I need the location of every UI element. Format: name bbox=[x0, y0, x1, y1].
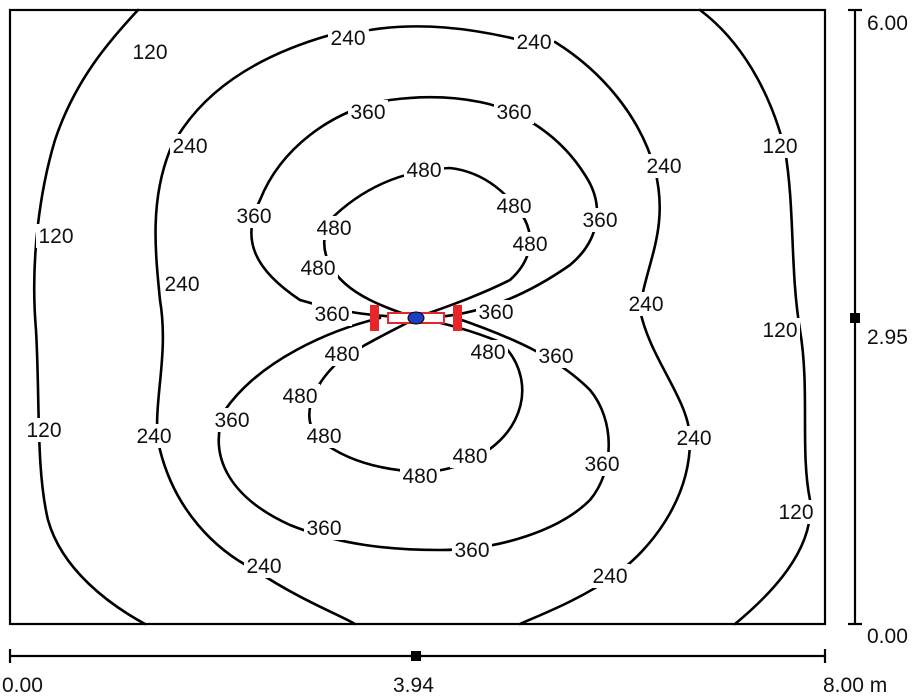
contour-label-bg bbox=[304, 516, 344, 540]
contour-480-upper bbox=[323, 166, 532, 320]
contour-label-bg bbox=[244, 554, 284, 578]
y-axis-marker bbox=[850, 313, 860, 323]
contour-label-bg bbox=[134, 424, 174, 448]
contour-label-bg bbox=[644, 154, 684, 178]
contour-label: 360 bbox=[314, 303, 349, 326]
contour-label: 240 bbox=[592, 565, 627, 588]
contour-label: 240 bbox=[516, 31, 551, 54]
y-tick-top: 6.00 bbox=[867, 12, 908, 35]
contour-label: 480 bbox=[512, 233, 547, 256]
contour-120-left bbox=[32, 8, 147, 626]
contour-label-bg bbox=[280, 384, 320, 408]
contour-label-bg bbox=[312, 302, 352, 326]
contour-label: 120 bbox=[762, 319, 797, 342]
contour-240-top bbox=[368, 25, 522, 42]
contour-label-bg bbox=[674, 426, 714, 450]
contour-label-bg bbox=[760, 134, 800, 158]
contour-label-bg bbox=[494, 100, 534, 124]
contour-360-ring bbox=[250, 95, 599, 320]
contour-label: 120 bbox=[38, 225, 73, 248]
contour-label-bg bbox=[452, 538, 492, 562]
contour-label-bg bbox=[24, 418, 64, 442]
contour-label-bg bbox=[400, 464, 440, 488]
contour-label-bg bbox=[476, 300, 516, 324]
contour-label-bg bbox=[298, 256, 338, 280]
contour-label-bg bbox=[582, 452, 622, 476]
luminaire-symbol bbox=[370, 305, 462, 331]
luminaire-end-right bbox=[453, 305, 462, 331]
contour-label: 480 bbox=[324, 343, 359, 366]
contour-labels: 120 240 240 360 360 240 480 120 240 360 480 360 120 4… bbox=[24, 26, 816, 588]
contour-label-bg bbox=[450, 444, 490, 468]
contour-label-bg bbox=[404, 158, 444, 182]
contour-label-bg bbox=[514, 30, 554, 54]
contour-label: 120 bbox=[132, 41, 167, 64]
contour-label: 360 bbox=[236, 205, 271, 228]
contour-label-bg bbox=[170, 134, 210, 158]
contour-120-right bbox=[698, 8, 812, 626]
contour-label: 480 bbox=[282, 385, 317, 408]
contour-label: 360 bbox=[214, 409, 249, 432]
contour-label: 240 bbox=[246, 555, 281, 578]
contour-label: 240 bbox=[628, 293, 663, 316]
contour-label: 360 bbox=[582, 209, 617, 232]
contour-label: 240 bbox=[646, 155, 681, 178]
contour-label: 480 bbox=[402, 465, 437, 488]
contour-label: 120 bbox=[762, 135, 797, 158]
contour-label: 360 bbox=[584, 453, 619, 476]
contour-label-bg bbox=[304, 424, 344, 448]
contour-label-bg bbox=[348, 100, 388, 124]
contour-label: 360 bbox=[454, 539, 489, 562]
x-tick-mid: 3.94 bbox=[393, 674, 434, 696]
contour-label: 240 bbox=[164, 273, 199, 296]
contour-label: 480 bbox=[300, 257, 335, 280]
contour-label-bg bbox=[760, 318, 800, 342]
contour-label: 360 bbox=[478, 301, 513, 324]
y-tick-mid: 2.95 bbox=[867, 326, 908, 349]
contour-label: 480 bbox=[316, 217, 351, 240]
y-axis: 6.00 2.95 0.00 bbox=[848, 8, 908, 648]
contour-label-bg bbox=[776, 500, 816, 524]
contour-label-bg bbox=[328, 26, 368, 50]
contour-label-bg bbox=[162, 272, 202, 296]
luminaire-center-icon bbox=[407, 311, 425, 325]
x-tick-right: 8.00 m bbox=[823, 674, 887, 696]
contour-label-bg bbox=[212, 408, 252, 432]
contour-label: 240 bbox=[676, 427, 711, 450]
contour-label-bg bbox=[36, 224, 76, 248]
contour-label: 240 bbox=[136, 425, 171, 448]
contour-label: 240 bbox=[330, 27, 365, 50]
contour-label-bg bbox=[494, 194, 534, 218]
contour-label-bg bbox=[580, 208, 620, 232]
contour-label: 240 bbox=[172, 135, 207, 158]
contour-label: 480 bbox=[496, 195, 531, 218]
contour-label: 120 bbox=[26, 419, 61, 442]
y-tick-bottom: 0.00 bbox=[867, 625, 908, 648]
contour-label: 360 bbox=[350, 101, 385, 124]
contour-label: 480 bbox=[452, 445, 487, 468]
contour-label: 480 bbox=[306, 425, 341, 448]
contour-label-bg bbox=[234, 204, 274, 228]
x-axis: 0.00 3.94 8.00 m bbox=[2, 649, 887, 696]
contour-label: 120 bbox=[778, 501, 813, 524]
contour-label-bg bbox=[510, 232, 550, 256]
contour-label: 480 bbox=[406, 159, 441, 182]
contour-label-bg bbox=[130, 40, 170, 64]
luminaire-end-left bbox=[370, 305, 379, 331]
x-axis-marker bbox=[411, 651, 421, 661]
x-tick-left: 0.00 bbox=[2, 674, 43, 696]
contour-label: 480 bbox=[470, 341, 505, 364]
plot-frame bbox=[8, 8, 827, 626]
contour-240-right bbox=[518, 40, 692, 626]
contour-label-bg bbox=[468, 340, 508, 364]
contour-label: 360 bbox=[496, 101, 531, 124]
contour-label: 360 bbox=[538, 345, 573, 368]
contour-label-bg bbox=[314, 216, 354, 240]
contour-label-bg bbox=[590, 564, 630, 588]
contour-label-bg bbox=[536, 344, 576, 368]
contour-label-bg bbox=[626, 292, 666, 316]
contour-label: 360 bbox=[306, 517, 341, 540]
contour-label-bg bbox=[322, 342, 362, 366]
